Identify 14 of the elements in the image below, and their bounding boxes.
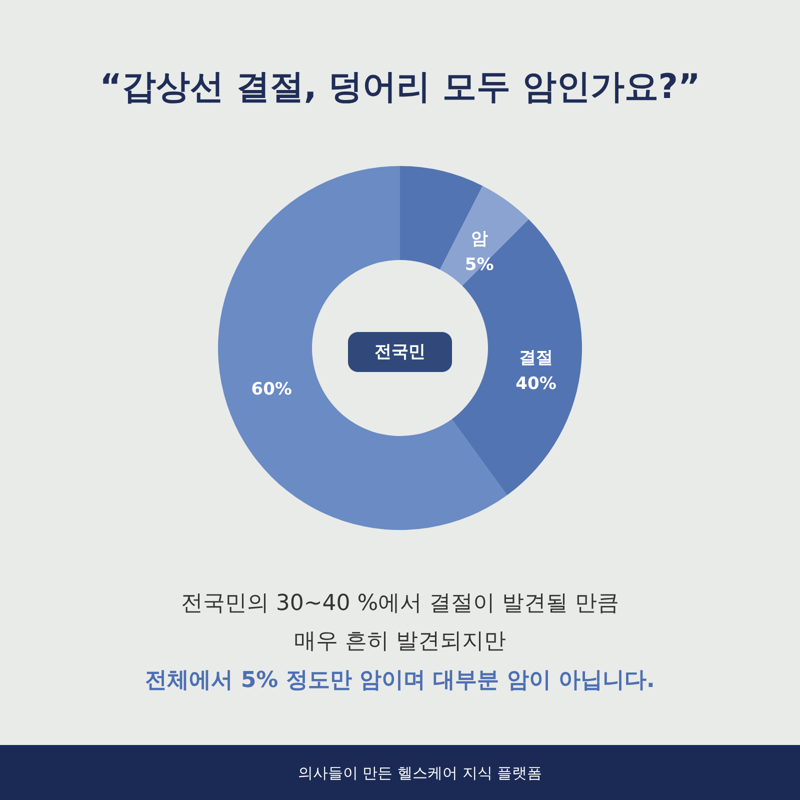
data-label: 60%	[251, 380, 292, 400]
text: 전국민의 30~40 %에서 결절이 발견될 만큼	[180, 591, 620, 616]
slice-label: 암	[470, 228, 488, 249]
donut-slice	[452, 219, 582, 496]
chart-title: “갑상선 결절, 덩어리 모두 암인가요?”	[100, 67, 700, 107]
text: 결절	[519, 348, 553, 368]
donut-slice	[218, 166, 507, 530]
text: 40%	[516, 374, 556, 394]
text: 전국민	[374, 342, 426, 362]
data-label: 5%	[464, 254, 494, 275]
donut-slice	[440, 186, 529, 286]
text: 의사들이 만든 헬스케어 지식 플랫폼	[298, 764, 542, 782]
text: 매우 흔히 발견되지만	[294, 629, 506, 654]
text: 전체에서 5% 정도만 암이며 대부분 암이 아닙니다.	[145, 668, 655, 693]
